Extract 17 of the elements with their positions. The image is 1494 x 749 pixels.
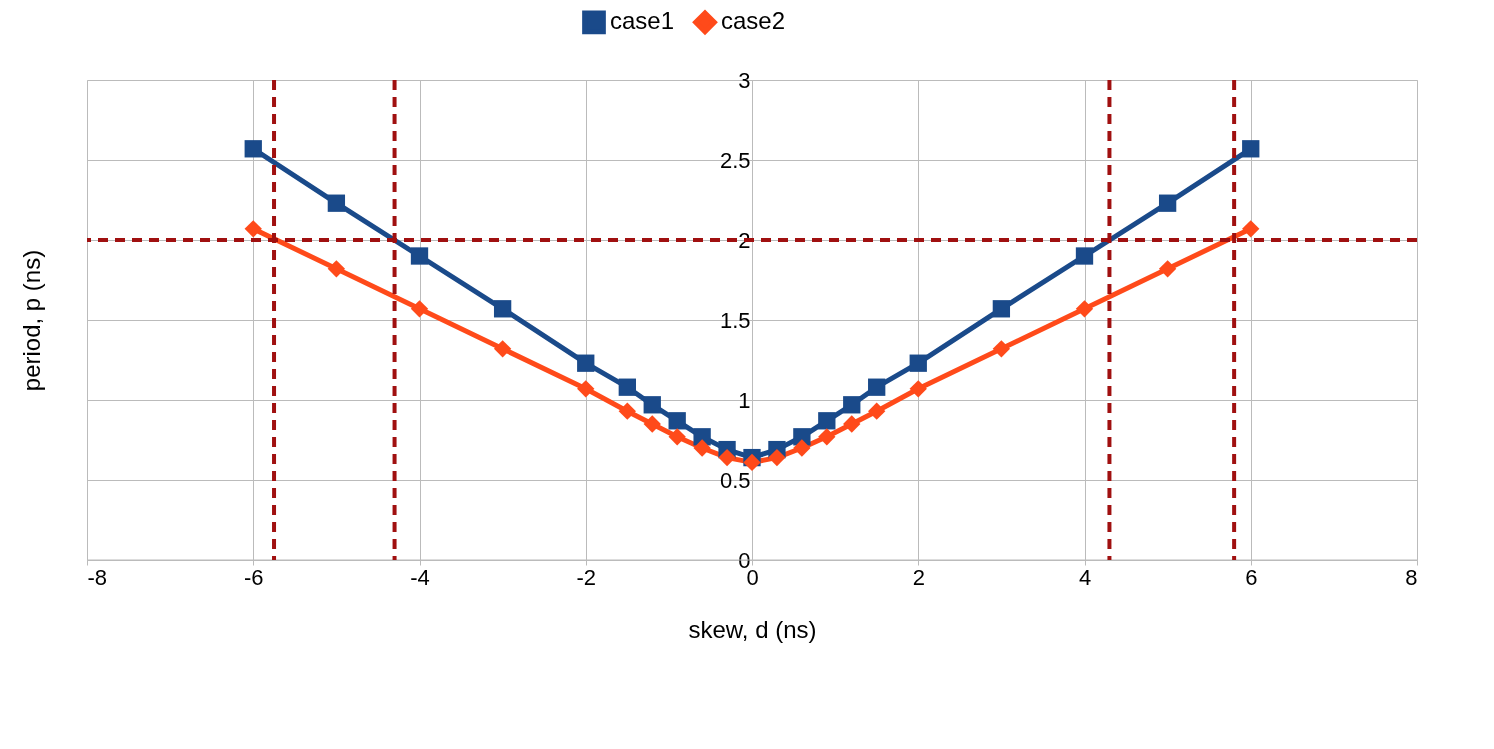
x-tick-label: -2	[576, 564, 597, 590]
y-tick-label: 1	[738, 387, 751, 413]
legend-label: case1	[610, 7, 675, 35]
y-tick-label: 0.5	[719, 467, 751, 493]
y-tick-label: 1.5	[719, 307, 751, 333]
y-axis-title: period, p (ns)	[17, 249, 45, 392]
x-tick-label: -4	[410, 564, 430, 590]
x-axis-title: skew, d (ns)	[688, 615, 817, 643]
legend-label: case2	[721, 7, 786, 35]
x-tick-label: 4	[1078, 564, 1092, 590]
x-tick-label: 8	[1405, 564, 1418, 590]
y-tick-label: 2.5	[719, 147, 751, 173]
x-tick-label: 2	[912, 564, 925, 590]
x-tick-label: -6	[243, 564, 264, 590]
y-tick-label: 3	[738, 67, 751, 93]
x-tick-label: 6	[1245, 564, 1258, 590]
x-tick-label: -8	[87, 564, 108, 590]
